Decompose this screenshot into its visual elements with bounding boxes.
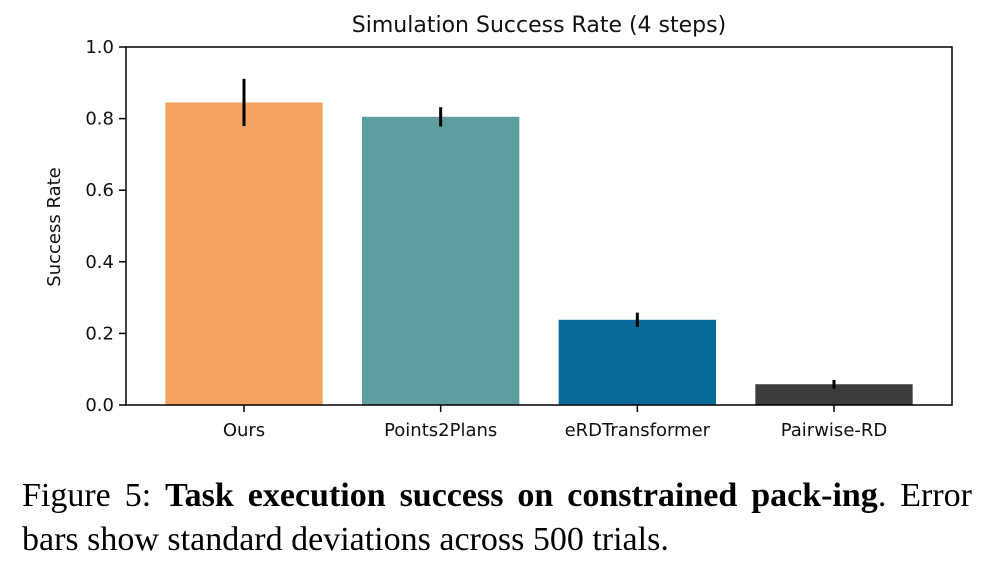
plot-area: 0.0 0.2 0.4 0.6 0.8 1.0 Ours Points2Plans eRDTra…: [85, 37, 913, 441]
y-tick-label: 0.2: [85, 323, 114, 344]
x-tick-label: Points2Plans: [384, 420, 497, 441]
chart-title: Simulation Success Rate (4 steps): [352, 13, 726, 38]
x-tick-label: Pairwise-RD: [781, 420, 888, 441]
bar-pairwise-rd: [755, 384, 913, 405]
y-tick-label: 0.6: [85, 180, 114, 201]
x-tick-label: eRDTransformer: [565, 420, 711, 441]
bar-points2plans: [362, 116, 520, 405]
caption-rest: . Error bars show standard deviations ac…: [22, 477, 972, 558]
bar-erdtransformer: [558, 319, 716, 405]
y-tick-label: 0.4: [85, 252, 114, 273]
x-tick-label: Ours: [223, 420, 265, 441]
caption-prefix: Figure 5:: [22, 477, 166, 514]
y-tick-label: 0.0: [85, 395, 114, 416]
caption-bold: Task execution success on constrained pa…: [165, 477, 878, 514]
y-tick-label: 1.0: [85, 37, 114, 58]
bar-ours: [165, 102, 323, 406]
bar-chart: Simulation Success Rate (4 steps) Succes…: [44, 13, 953, 441]
figure-caption: Figure 5: Task execution success on cons…: [22, 474, 972, 562]
y-tick-label: 0.8: [85, 109, 114, 130]
y-axis-label: Success Rate: [44, 167, 65, 286]
axes-frame: [125, 46, 953, 406]
